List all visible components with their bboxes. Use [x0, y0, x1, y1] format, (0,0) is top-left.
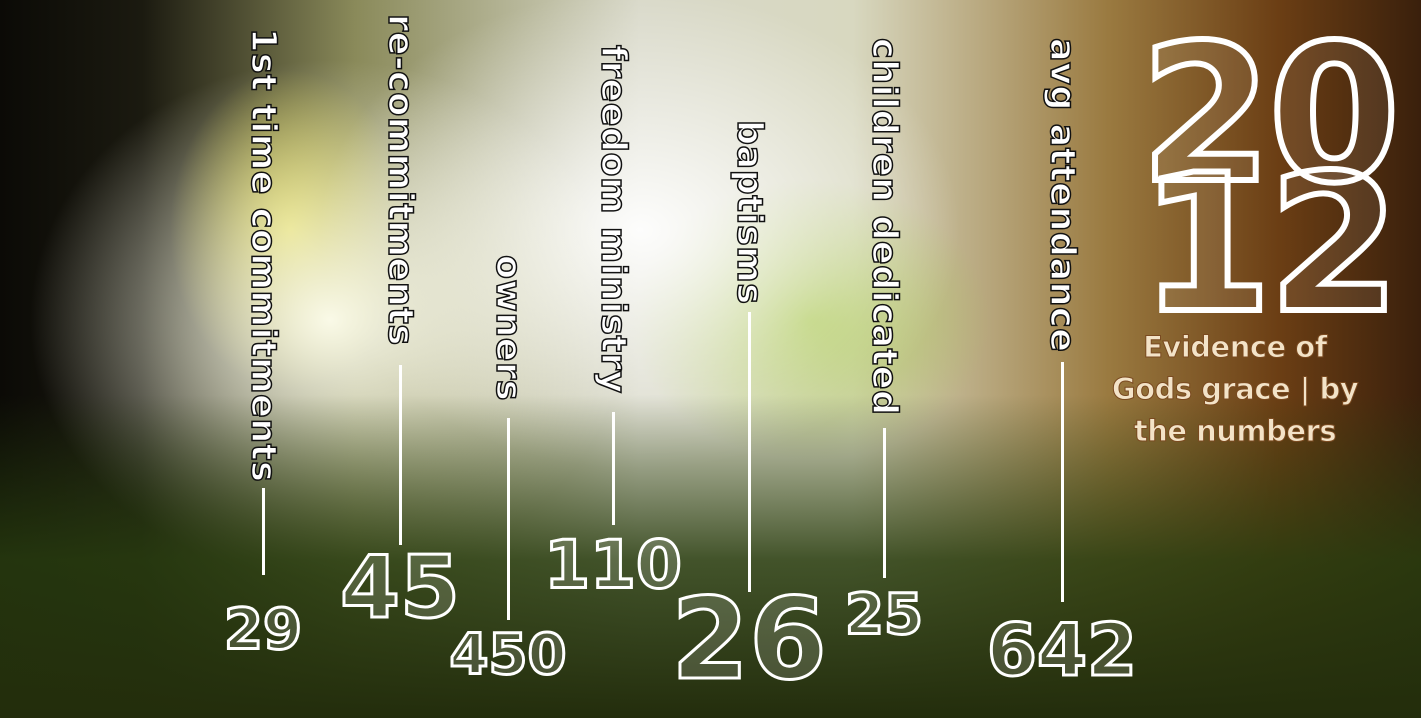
stat-label: 1st time commitments	[242, 27, 284, 483]
stat-stem	[882, 428, 886, 578]
stat-label: freedom ministry	[592, 44, 634, 394]
stat-label: avg attendance	[1041, 37, 1083, 353]
stat-stem	[398, 365, 402, 545]
stat-value: 642	[985, 607, 1138, 694]
stat-value: 110	[543, 525, 684, 605]
stat-label: re-commitments	[379, 13, 421, 346]
title-top: 20	[1137, 4, 1403, 225]
stat-stem	[611, 412, 615, 525]
title-bottom: 12	[1137, 134, 1403, 355]
stat-label: owners	[487, 254, 529, 402]
stat-value: 450	[448, 621, 568, 689]
stat-value: 29	[223, 596, 304, 664]
stat-stem	[1060, 362, 1064, 602]
stat-label: baptisms	[728, 119, 770, 305]
subtitle-line: the numbers	[1133, 414, 1337, 449]
stat-value: 26	[670, 574, 829, 707]
stat-stem	[747, 312, 751, 592]
stat-label: children dedicated	[863, 37, 905, 416]
stat-stem	[506, 418, 510, 620]
stat-value: 25	[844, 581, 925, 649]
stat-value: 45	[339, 537, 462, 640]
subtitle-line: Evidence of	[1143, 330, 1328, 365]
subtitle-line: Gods grace | by	[1111, 372, 1359, 407]
stat-stem	[261, 488, 265, 575]
